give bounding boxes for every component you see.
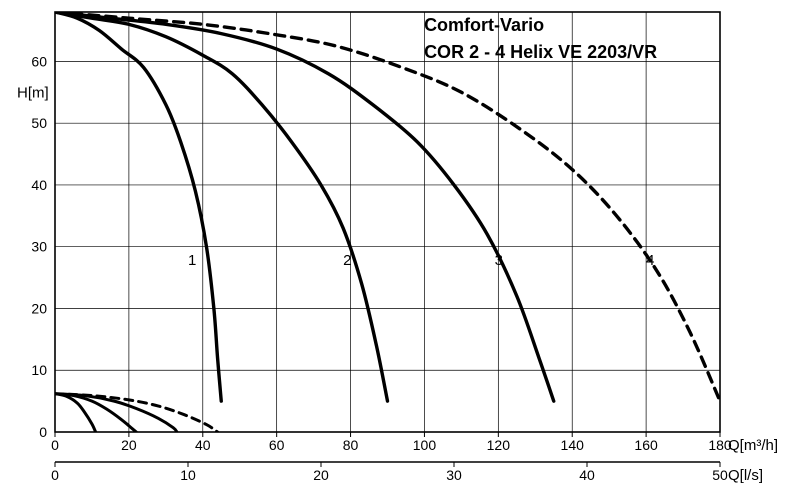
x-tick-m3h-20: 20: [121, 437, 137, 453]
x-tick-m3h-120: 120: [487, 437, 511, 453]
x-tick-ls-20: 20: [313, 467, 329, 483]
x-tick-ls-30: 30: [446, 467, 462, 483]
curve-label-1: 1: [188, 252, 196, 269]
curve-label-2: 2: [343, 252, 351, 269]
x-tick-ls-50: 50: [712, 467, 728, 483]
chart-title-line1: Comfort-Vario: [424, 15, 544, 35]
curve-label-4: 4: [646, 252, 654, 269]
x-tick-ls-10: 10: [180, 467, 196, 483]
curve-label-3: 3: [495, 252, 503, 269]
chart-title-line2: COR 2 - 4 Helix VE 2203/VR: [424, 42, 657, 62]
x-tick-m3h-140: 140: [561, 437, 585, 453]
y-axis-label: H[m]: [17, 84, 49, 101]
x-tick-m3h-80: 80: [343, 437, 359, 453]
y-tick-20: 20: [31, 300, 47, 316]
x-tick-m3h-160: 160: [634, 437, 658, 453]
x-tick-m3h-60: 60: [269, 437, 285, 453]
chart-svg: 12340102030405060H[m]0204060801001201401…: [0, 0, 800, 500]
x-tick-ls-40: 40: [579, 467, 595, 483]
pump-curve-chart: 12340102030405060H[m]0204060801001201401…: [0, 0, 800, 500]
y-tick-40: 40: [31, 177, 47, 193]
y-tick-0: 0: [39, 424, 47, 440]
y-tick-50: 50: [31, 115, 47, 131]
x-axis-label-m3h: Q[m³/h]: [728, 437, 778, 454]
x-axis-label-ls: Q[l/s]: [728, 467, 763, 484]
x-tick-m3h-40: 40: [195, 437, 211, 453]
x-tick-ls-0: 0: [51, 467, 59, 483]
x-tick-m3h-100: 100: [413, 437, 437, 453]
y-tick-10: 10: [31, 362, 47, 378]
y-tick-30: 30: [31, 239, 47, 255]
x-tick-m3h-0: 0: [51, 437, 59, 453]
y-tick-60: 60: [31, 53, 47, 69]
